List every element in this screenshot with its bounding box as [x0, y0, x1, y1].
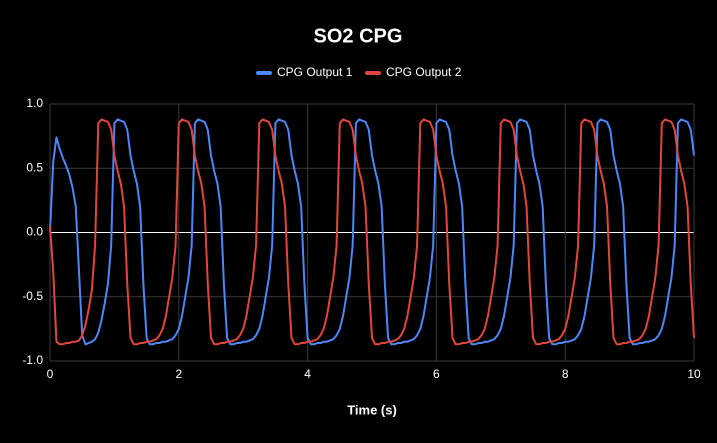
y-tick-label: 0.0 — [26, 225, 43, 239]
y-tick-label: -1.0 — [22, 353, 43, 367]
legend-label: CPG Output 2 — [386, 65, 462, 79]
legend-label: CPG Output 1 — [277, 65, 353, 79]
x-axis-label: Time (s) — [347, 402, 397, 417]
x-tick-label: 4 — [304, 367, 311, 381]
y-tick-label: 0.5 — [26, 160, 43, 174]
y-tick-label: 1.0 — [26, 96, 43, 110]
x-tick-label: 2 — [175, 367, 182, 381]
y-tick-label: -0.5 — [22, 289, 43, 303]
x-tick-label: 10 — [687, 367, 701, 381]
x-tick-label: 0 — [47, 367, 54, 381]
chart-title: SO2 CPG — [314, 25, 403, 47]
x-tick-label: 8 — [562, 367, 569, 381]
series-line — [49, 118, 695, 346]
x-tick-label: 6 — [433, 367, 440, 381]
series-line — [49, 118, 695, 346]
